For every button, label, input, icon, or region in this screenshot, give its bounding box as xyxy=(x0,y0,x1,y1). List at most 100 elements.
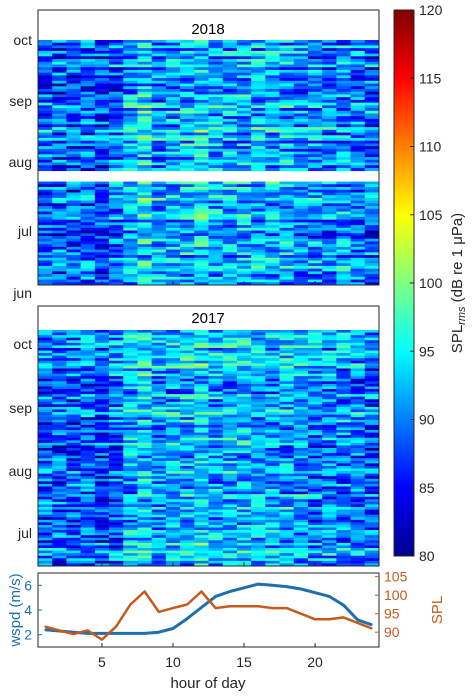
heatmap-cell-2017 xyxy=(180,553,195,557)
heatmap-cell-2017 xyxy=(151,424,167,428)
heatmap-cell-2018 xyxy=(94,50,110,55)
heatmap-cell-2018 xyxy=(322,64,337,68)
heatmap-cell-2017 xyxy=(322,350,337,354)
heatmap-cell-2018 xyxy=(194,124,209,128)
heatmap-cell-2018 xyxy=(293,116,309,120)
heatmap-cell-2017 xyxy=(265,335,280,339)
heatmap-cell-2018 xyxy=(208,165,224,169)
heatmap-cell-2018 xyxy=(137,159,153,163)
heatmap-cell-2017 xyxy=(279,342,295,346)
heatmap-cell-2017 xyxy=(208,499,224,503)
heatmap-cell-2018 xyxy=(307,189,323,193)
heatmap-cell-2018 xyxy=(38,214,53,218)
heatmap-cell-2018 xyxy=(94,252,110,256)
heatmap-cell-2018 xyxy=(293,195,309,199)
heatmap-cell-2017 xyxy=(293,427,309,431)
heatmap-cell-2018 xyxy=(336,135,351,139)
heatmap-cell-2018 xyxy=(307,225,323,229)
heatmap-cell-2018 xyxy=(236,135,252,139)
heatmap-cell-2017 xyxy=(293,463,309,467)
heatmap-cell-2017 xyxy=(350,537,366,541)
right-tick-90: 90 xyxy=(384,624,400,640)
heatmap-cell-2017 xyxy=(279,522,295,526)
heatmap-cell-2017 xyxy=(293,448,309,451)
heatmap-cell-2018 xyxy=(123,276,138,280)
heatmap-cell-2017 xyxy=(293,509,309,513)
heatmap-cell-2018 xyxy=(38,91,53,95)
heatmap-cell-2018 xyxy=(364,233,380,237)
heatmap-cell-2018 xyxy=(236,276,252,280)
heatmap-cell-2017 xyxy=(364,532,380,536)
heatmap-cell-2018 xyxy=(293,249,309,253)
heatmap-cell-2017 xyxy=(94,448,110,451)
heatmap-cell-2017 xyxy=(307,424,323,428)
heatmap-cell-2017 xyxy=(38,419,53,423)
heatmap-cell-2018 xyxy=(307,151,323,155)
heatmap-cell-2017 xyxy=(52,504,67,508)
heatmap-cell-2017 xyxy=(251,465,266,469)
heatmap-cell-2017 xyxy=(52,509,67,513)
heatmap-cell-2017 xyxy=(208,406,224,410)
heatmap-cell-2017 xyxy=(194,537,209,541)
heatmap-cell-2018 xyxy=(194,268,209,272)
heatmap-cell-2018 xyxy=(293,203,309,207)
heatmap-cell-2018 xyxy=(151,72,167,76)
heatmap-cell-2017 xyxy=(151,463,167,467)
heatmap-cell-2017 xyxy=(180,396,195,400)
heatmap-cell-2018 xyxy=(322,78,337,82)
heatmap-cell-2017 xyxy=(38,448,53,451)
heatmap-cell-2017 xyxy=(236,389,252,392)
heatmap-cell-2018 xyxy=(94,225,110,229)
heatmap-cell-2017 xyxy=(307,460,323,464)
heatmap-cell-2018 xyxy=(222,140,238,144)
heatmap-cell-2017 xyxy=(236,445,252,449)
heatmap-cell-2018 xyxy=(293,53,309,57)
heatmap-cell-2017 xyxy=(336,509,351,513)
heatmap-cell-2018 xyxy=(137,268,153,272)
heatmap-cell-2017 xyxy=(80,560,96,564)
heatmap-cell-2017 xyxy=(80,481,96,485)
heatmap-cell-2018 xyxy=(350,50,366,55)
heatmap-cell-2018 xyxy=(151,244,167,248)
heatmap-cell-2017 xyxy=(123,512,138,516)
heatmap-cell-2018 xyxy=(251,127,266,131)
heatmap-cell-2017 xyxy=(38,504,53,508)
heatmap-cell-2017 xyxy=(80,545,96,549)
heatmap-cell-2018 xyxy=(165,102,181,106)
heatmap-cell-2018 xyxy=(180,110,195,114)
heatmap-cell-2017 xyxy=(151,468,167,472)
heatmap-cell-2017 xyxy=(123,378,138,382)
heatmap-cell-2017 xyxy=(137,355,153,359)
heatmap-cell-2017 xyxy=(165,473,181,477)
heatmap-cell-2018 xyxy=(336,118,351,123)
heatmap-cell-2018 xyxy=(151,143,167,147)
heatmap-cell-2017 xyxy=(265,465,280,469)
heatmap-cell-2018 xyxy=(38,195,53,199)
heatmap-cell-2017 xyxy=(38,330,53,333)
right-tick-100: 100 xyxy=(384,587,408,603)
heatmap-cell-2018 xyxy=(123,146,138,150)
heatmap-cell-2017 xyxy=(180,330,195,333)
heatmap-cell-2017 xyxy=(322,414,337,418)
heatmap-cell-2018 xyxy=(236,184,252,188)
heatmap-cell-2017 xyxy=(336,489,351,493)
colorbar-tick-100: 100 xyxy=(419,275,443,291)
heatmap-cell-2018 xyxy=(265,162,280,166)
heatmap-cell-2017 xyxy=(350,396,366,400)
heatmap-cell-2018 xyxy=(222,129,238,133)
heatmap-cell-2017 xyxy=(109,363,124,367)
heatmap-cell-2017 xyxy=(236,427,252,431)
heatmap-cell-2017 xyxy=(165,353,181,357)
heatmap-cell-2017 xyxy=(251,481,266,485)
heatmap-cell-2017 xyxy=(322,483,337,487)
heatmap-cell-2018 xyxy=(137,89,153,93)
heatmap-cell-2017 xyxy=(251,550,266,554)
heatmap-cell-2017 xyxy=(208,376,224,380)
heatmap-cell-2017 xyxy=(307,396,323,400)
heatmap-cell-2018 xyxy=(109,282,124,286)
heatmap-cell-2018 xyxy=(137,67,153,71)
heatmap-cell-2018 xyxy=(123,227,138,231)
heatmap-cell-2017 xyxy=(66,540,82,544)
heatmap-cell-2018 xyxy=(350,238,366,242)
heatmap-cell-2018 xyxy=(109,162,124,166)
